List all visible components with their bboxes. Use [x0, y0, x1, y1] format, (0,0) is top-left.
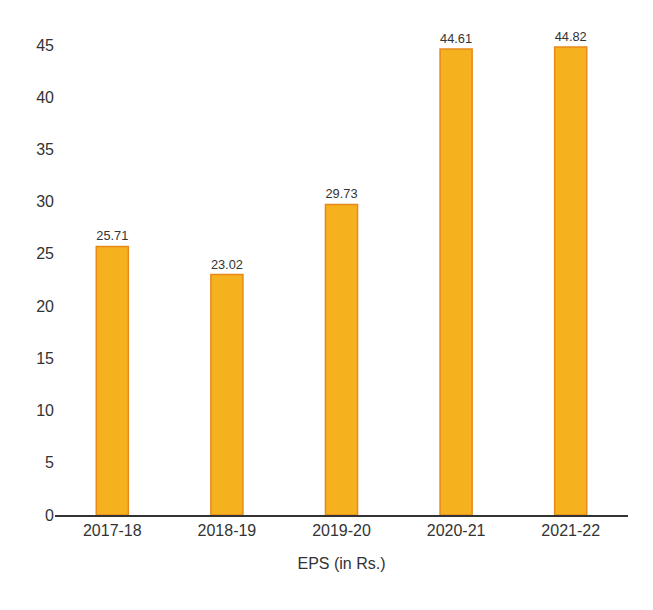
svg-text:20: 20	[36, 298, 54, 315]
svg-text:2020-21: 2020-21	[427, 522, 486, 539]
svg-text:15: 15	[36, 350, 54, 367]
svg-text:45: 45	[36, 37, 54, 54]
svg-text:29.73: 29.73	[325, 186, 357, 201]
svg-text:5: 5	[45, 454, 54, 471]
svg-text:25.71: 25.71	[96, 228, 128, 243]
svg-text:2019-20: 2019-20	[312, 522, 371, 539]
svg-text:44.82: 44.82	[555, 29, 587, 44]
svg-text:0: 0	[45, 507, 54, 524]
svg-text:23.02: 23.02	[211, 257, 243, 272]
svg-text:35: 35	[36, 141, 54, 158]
svg-text:EPS (in Rs.): EPS (in Rs.)	[297, 555, 385, 572]
svg-text:2017-18: 2017-18	[83, 522, 142, 539]
svg-text:44.61: 44.61	[440, 31, 472, 46]
svg-text:2021-22: 2021-22	[541, 522, 600, 539]
svg-text:40: 40	[36, 89, 54, 106]
svg-text:10: 10	[36, 402, 54, 419]
svg-text:2018-19: 2018-19	[198, 522, 257, 539]
svg-text:30: 30	[36, 193, 54, 210]
svg-text:25: 25	[36, 245, 54, 262]
